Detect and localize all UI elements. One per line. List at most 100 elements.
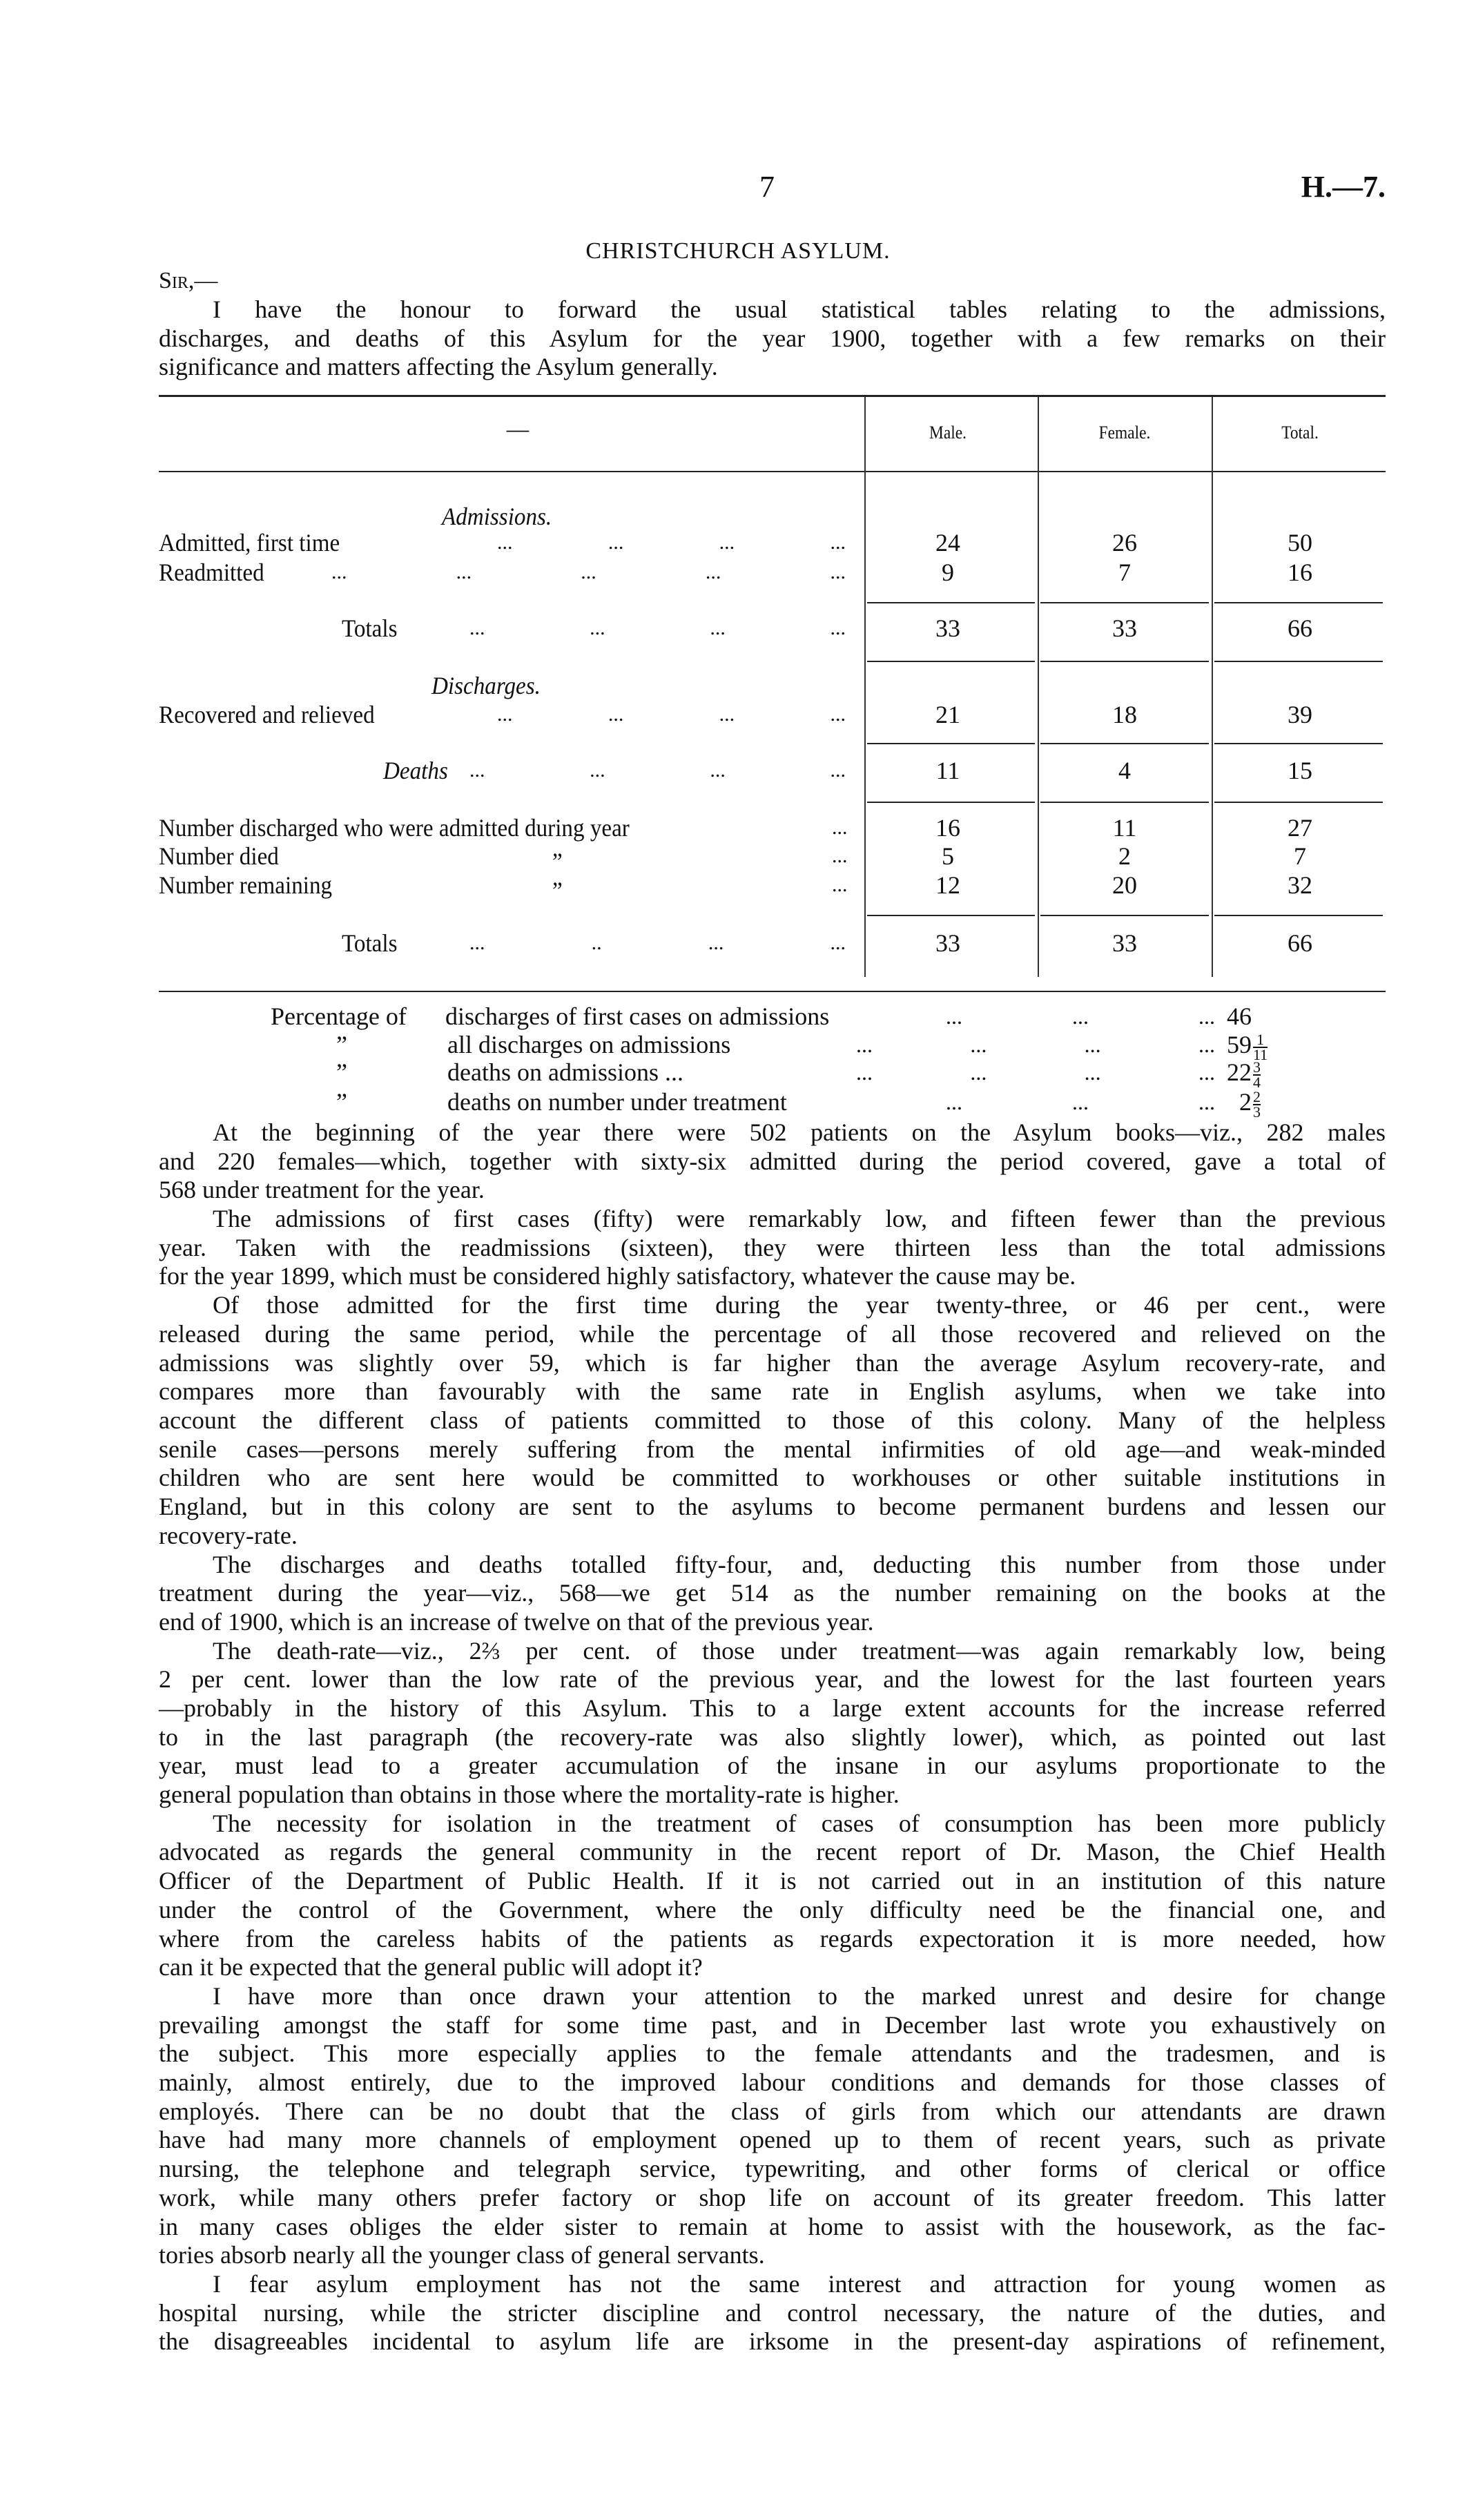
paragraph: Of those admitted for the first time dur… — [159, 1291, 1386, 1550]
column-divider — [1212, 397, 1213, 977]
leader-dots: ... — [456, 561, 472, 583]
fraction-denominator: 3 — [1253, 1103, 1261, 1121]
cell-total: 16 — [1288, 559, 1312, 586]
leader-dots: ... — [856, 1060, 873, 1085]
total-rule — [1040, 743, 1209, 744]
leader-dots: ... — [1198, 1004, 1215, 1029]
cell-female: 2 — [1118, 842, 1131, 870]
text-line: where from the careless habits of the pa… — [159, 1924, 1386, 1952]
cell-total: 39 — [1288, 701, 1312, 728]
percentage-label: all discharges on admissions — [447, 1031, 731, 1058]
cell-male: 9 — [942, 559, 954, 586]
row-label: Number remaining — [159, 871, 333, 899]
leader-dots: ... — [1084, 1060, 1101, 1085]
dot-leader: ......... — [946, 1088, 1215, 1116]
percentage-value: 59 1 11 — [1227, 1031, 1268, 1062]
text-line: The admissions of first cases (fifty) we… — [213, 1205, 1386, 1233]
column-divider — [864, 397, 866, 977]
text-line: for the year 1899, which must be conside… — [159, 1262, 1076, 1290]
leader-dots: ... — [497, 703, 513, 726]
total-rule — [1214, 661, 1383, 662]
row-label: Readmitted — [159, 559, 264, 586]
leader-dots: ... — [497, 531, 513, 554]
leader-dots: ... — [581, 561, 596, 583]
percentage-label: discharges of first cases on admissions — [445, 1002, 830, 1030]
fraction-numerator: 1 — [1253, 1031, 1268, 1048]
row-label: Deaths — [383, 757, 448, 784]
fraction-denominator: 4 — [1253, 1073, 1261, 1091]
text-line: the disagreeables incidental to asylum l… — [159, 2327, 1386, 2356]
percentage-prefix: Percentage of — [271, 1002, 407, 1030]
leader-dots: ... — [705, 561, 721, 583]
total-rule — [1040, 915, 1209, 916]
text-line: in many cases obliges the elder sister t… — [159, 2212, 1386, 2240]
text-line: year. Taken with the readmissions (sixte… — [159, 1233, 1386, 1261]
leader-dots: ... — [1198, 1032, 1215, 1057]
text-line: prevailing amongst the staff for some ti… — [159, 2010, 1386, 2039]
text-line: children who are sent here would be comm… — [159, 1464, 1386, 1492]
text-line: advocated as regards the general communi… — [159, 1838, 1386, 1866]
total-rule — [1040, 802, 1209, 803]
column-divider — [1038, 397, 1039, 977]
leader-dots: ... — [590, 759, 605, 782]
leader-dots: ... — [832, 816, 848, 839]
leader-dots: ... — [469, 931, 485, 954]
text-line: the subject. This more especially applie… — [159, 2039, 1386, 2068]
text-line: to in the last paragraph (the recovery-r… — [159, 1723, 1386, 1751]
paragraph: The necessity for isolation in the treat… — [159, 1810, 1386, 1982]
table-rule-header — [159, 471, 1386, 472]
leader-dots: ... — [608, 703, 624, 726]
leader-dots: ... — [608, 531, 624, 554]
intro-paragraph: I have the honour to forward the usual s… — [159, 295, 1386, 382]
dot-leader: ......... — [946, 1002, 1215, 1030]
cell-total: 15 — [1288, 757, 1312, 784]
cell-female: 18 — [1112, 701, 1137, 728]
cell-total: 50 — [1288, 529, 1312, 556]
cell-female: 20 — [1112, 871, 1137, 899]
value-whole: 59 — [1227, 1031, 1252, 1058]
dot-leader: ............ — [856, 1031, 1215, 1058]
section-heading: Discharges. — [431, 672, 541, 699]
leader-dots: ... — [970, 1032, 987, 1057]
row-label: Totals — [342, 929, 398, 957]
cell-female: 33 — [1112, 929, 1137, 957]
cell-total: 7 — [1294, 842, 1306, 870]
total-rule — [1214, 915, 1383, 916]
paragraph: At the beginning of the year there were … — [159, 1118, 1386, 1205]
total-rule — [1040, 602, 1209, 603]
text-line: significance and matters affecting the A… — [159, 353, 718, 381]
row-label: Number discharged who were admitted duri… — [159, 814, 630, 842]
leader-dots: ... — [719, 531, 735, 554]
text-line: I fear asylum employment has not the sam… — [213, 2270, 1386, 2298]
text-line: The discharges and deaths totalled fifty… — [213, 1550, 1386, 1578]
total-rule — [867, 802, 1035, 803]
text-line: I have the honour to forward the usual s… — [213, 295, 1386, 323]
leader-dots: ... — [331, 561, 347, 583]
dot-leader: ... — [832, 814, 848, 842]
cell-male: 16 — [935, 814, 960, 842]
text-line: employés. There can be no doubt that the… — [159, 2097, 1386, 2125]
text-line: Officer of the Department of Public Heal… — [159, 1867, 1386, 1895]
text-line: work, while many others prefer factory o… — [159, 2183, 1386, 2211]
cell-male: 33 — [935, 929, 960, 957]
text-line: At the beginning of the year there were … — [213, 1118, 1386, 1146]
text-line: nursing, the telephone and telegraph ser… — [159, 2155, 1386, 2183]
row-label: Number died — [159, 842, 279, 870]
cell-total: 66 — [1288, 614, 1312, 642]
page-title: CHRISTCHURCH ASYLUM. — [585, 238, 891, 264]
percentage-label: deaths on admissions ... — [447, 1058, 683, 1086]
text-line: and 220 females—which, together with six… — [159, 1147, 1386, 1175]
text-line: I have more than once drawn your attenti… — [213, 1982, 1386, 2010]
leader-dots: ... — [830, 561, 846, 583]
leader-dots: ... — [710, 759, 726, 782]
text-line: hospital nursing, while the stricter dis… — [159, 2298, 1386, 2327]
text-line: compares more than favourably with the s… — [159, 1377, 1386, 1406]
fraction-denominator: 11 — [1253, 1045, 1268, 1063]
dot-leader: ............ — [856, 1058, 1215, 1086]
text-line: The necessity for isolation in the treat… — [213, 1809, 1386, 1837]
leader-dots: ... — [1084, 1032, 1101, 1057]
column-header-total: Total. — [1281, 423, 1319, 443]
